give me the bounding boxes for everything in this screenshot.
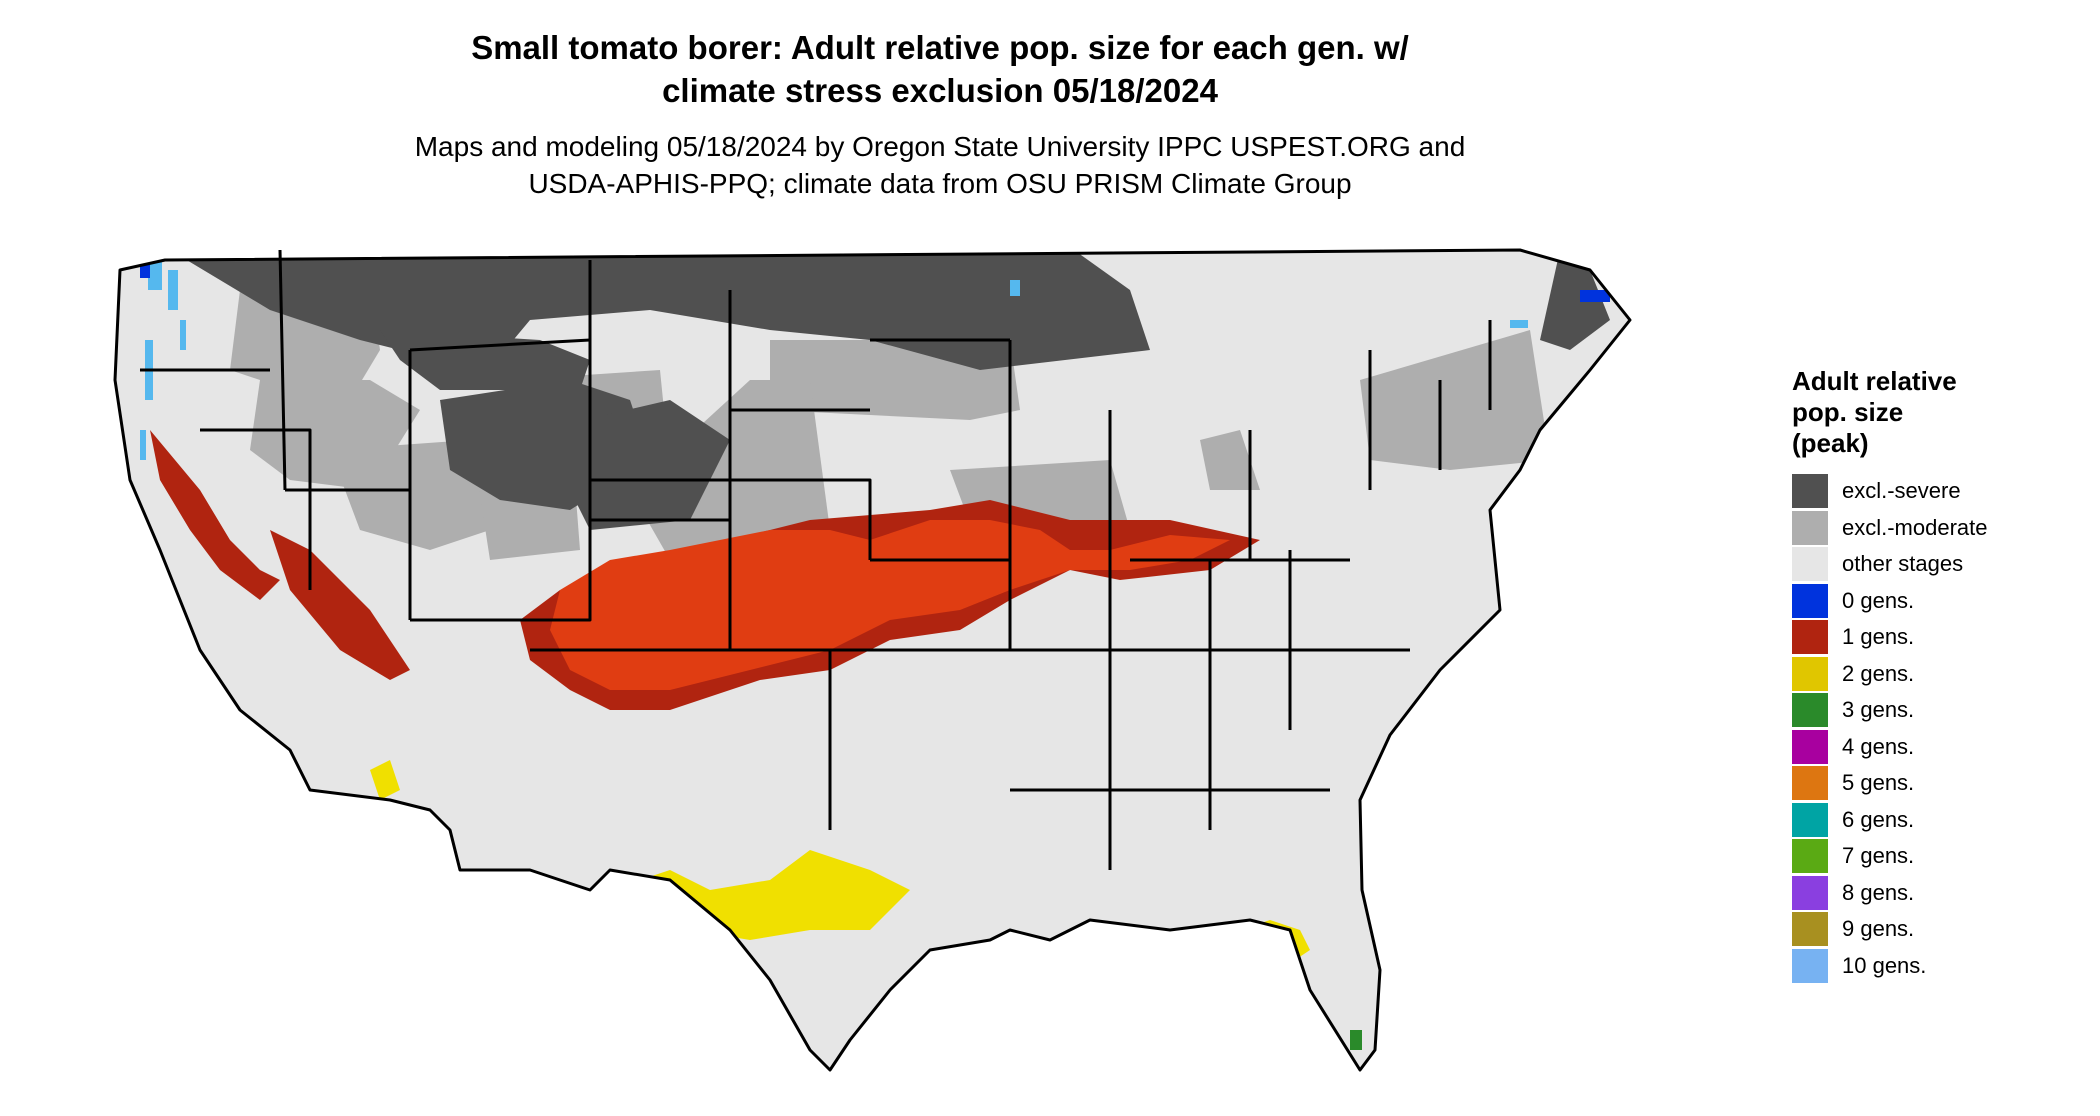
legend-swatch [1792,583,1828,618]
legend-label: 7 gens. [1842,843,1915,869]
map-subtitle: Maps and modeling 05/18/2024 by Oregon S… [0,128,1880,202]
legend: Adult relative pop. size (peak) excl.-se… [1792,366,2082,984]
layer-excl-severe [170,250,1610,530]
legend-item: 6 gens. [1792,802,2082,839]
state-boundaries [113,248,1632,1072]
legend-label: 6 gens. [1842,806,1915,832]
legend-item: 0 gens. [1792,583,2082,620]
legend-swatch [1792,510,1828,545]
legend-swatch [1792,839,1828,874]
legend-item: 1 gens. [1792,619,2082,656]
legend-swatch [1792,620,1828,655]
legend-item: 7 gens. [1792,838,2082,875]
legend-label: 10 gens. [1842,952,1927,978]
legend-swatch [1792,656,1828,691]
legend-label: 9 gens. [1842,916,1915,942]
legend-item: 3 gens. [1792,692,2082,729]
us-map [113,248,1632,1072]
map-title: Small tomato borer: Adult relative pop. … [0,26,1880,112]
legend-swatch [1792,802,1828,837]
legend-label: 8 gens. [1842,879,1915,905]
layer-one-gen [150,430,1260,710]
legend-swatch [1792,912,1828,947]
legend-label: other stages [1842,551,1964,577]
legend-item: 5 gens. [1792,765,2082,802]
legend-swatch [1792,948,1828,983]
legend-label: excl.-moderate [1842,514,1988,540]
layer-three-gens [1350,1030,1362,1050]
legend-item: other stages [1792,546,2082,583]
legend-title-line-3: (peak) [1792,428,1869,458]
legend-swatch [1792,547,1828,582]
legend-swatch [1792,474,1828,509]
legend-items: excl.-severe excl.-moderate other stages 0 … [1792,473,2082,984]
legend-item: 2 gens. [1792,656,2082,693]
legend-label: 2 gens. [1842,660,1915,686]
subtitle-line-1: Maps and modeling 05/18/2024 by Oregon S… [414,131,1466,162]
title-line-2: climate stress exclusion 05/18/2024 [662,72,1218,109]
legend-label: 3 gens. [1842,697,1915,723]
legend-label: 4 gens. [1842,733,1915,759]
legend-item: excl.-moderate [1792,510,2082,547]
legend-title: Adult relative pop. size (peak) [1792,366,2082,459]
legend-swatch [1792,693,1828,728]
legend-swatch [1792,766,1828,801]
title-line-1: Small tomato borer: Adult relative pop. … [471,29,1409,66]
legend-label: excl.-severe [1842,478,1961,504]
legend-item: 8 gens. [1792,875,2082,912]
legend-item: 4 gens. [1792,729,2082,766]
legend-label: 0 gens. [1842,587,1915,613]
legend-swatch [1792,875,1828,910]
layer-zero-gens [140,258,1610,302]
legend-item: 9 gens. [1792,911,2082,948]
legend-item: 10 gens. [1792,948,2082,985]
legend-swatch [1792,729,1828,764]
legend-item: excl.-severe [1792,473,2082,510]
subtitle-line-2: USDA-APHIS-PPQ; climate data from OSU PR… [528,168,1352,199]
legend-label: 1 gens. [1842,624,1915,650]
legend-label: 5 gens. [1842,770,1915,796]
legend-title-line-1: Adult relative [1792,366,1957,396]
legend-title-line-2: pop. size [1792,397,1904,427]
